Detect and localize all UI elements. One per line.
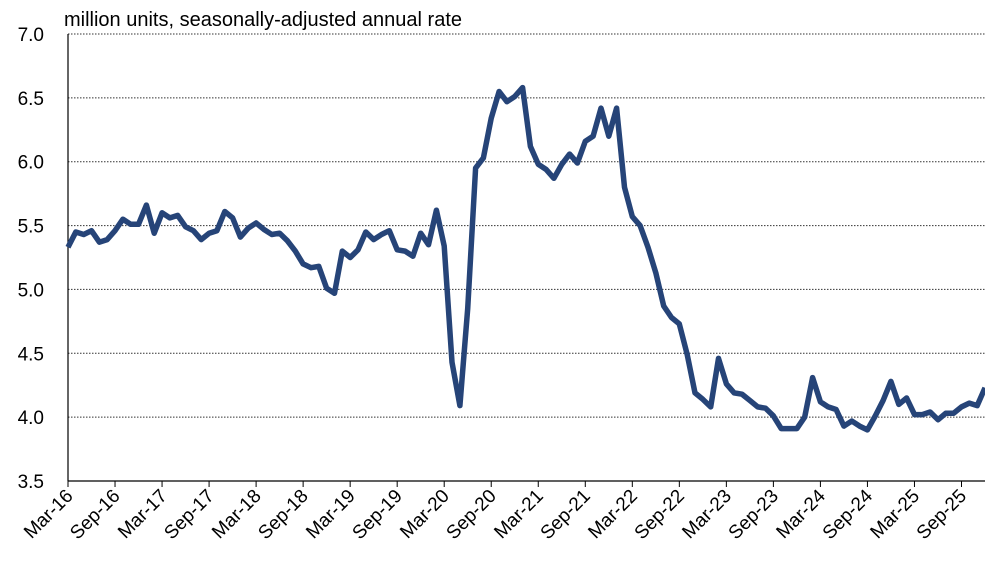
- x-tick-label: Mar-16: [20, 486, 77, 543]
- y-tick-label: 4.0: [18, 408, 44, 429]
- chart-subtitle: million units, seasonally-adjusted annua…: [64, 9, 462, 31]
- x-tick-label: Sep-24: [819, 485, 877, 543]
- line-series: [65, 84, 985, 433]
- x-tick-label: Mar-24: [773, 485, 831, 543]
- x-tick-label: Sep-17: [160, 486, 218, 544]
- x-tick-label: Mar-25: [867, 486, 924, 543]
- x-tick-label: Sep-21: [537, 486, 595, 544]
- y-tick-label: 6.5: [18, 89, 44, 110]
- x-tick-label: Sep-20: [443, 486, 501, 544]
- x-tick-label: Sep-18: [254, 486, 312, 544]
- y-tick-label: 4.5: [18, 344, 44, 365]
- x-tick-label: Mar-21: [490, 486, 547, 543]
- x-tick-label: Mar-18: [208, 486, 265, 543]
- y-tick-label: 5.0: [18, 280, 44, 301]
- x-tick-label: Sep-22: [631, 486, 689, 544]
- x-tick-label: Sep-16: [66, 486, 124, 544]
- x-tick-label: Mar-22: [584, 486, 641, 543]
- x-tick-label: Mar-23: [678, 486, 735, 543]
- x-tick-label: Sep-19: [349, 486, 407, 544]
- x-tick-label: Mar-19: [302, 486, 359, 543]
- y-tick-label: 5.5: [18, 217, 44, 238]
- y-tick-label: 3.5: [18, 472, 44, 493]
- x-tick-label: Sep-23: [725, 486, 783, 544]
- x-tick-label: Sep-25: [913, 486, 971, 544]
- x-tick-label: Mar-20: [396, 486, 453, 543]
- x-tick-label: Mar-17: [114, 486, 171, 543]
- y-tick-label: 6.0: [18, 153, 44, 174]
- y-tick-label: 7.0: [18, 25, 44, 46]
